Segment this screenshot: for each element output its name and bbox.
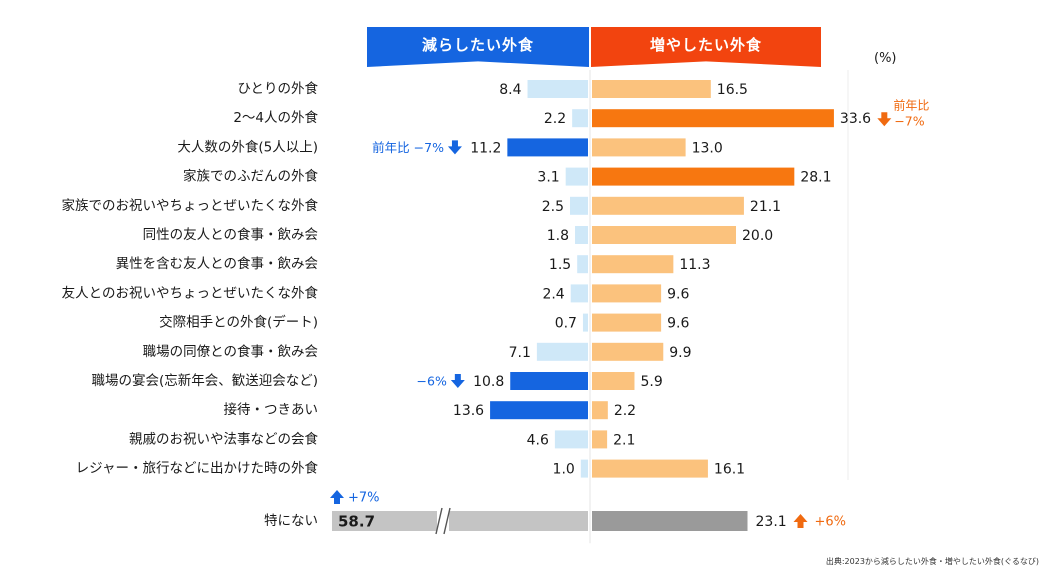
increase-value-label: 21.1 <box>750 199 781 215</box>
down-arrow-icon <box>877 112 892 127</box>
none-increase-change: +6% <box>815 515 847 530</box>
decrease-value-label: 11.2 <box>470 140 501 156</box>
decrease-bar <box>580 459 588 478</box>
up-arrow-icon <box>793 514 808 528</box>
category-label: 職場の同僚との食事・飲み会 <box>143 343 318 360</box>
increase-value-label: 16.5 <box>717 82 748 98</box>
decrease-value-label: 10.8 <box>473 374 504 390</box>
category-label: 2～4人の外食 <box>233 109 318 126</box>
decrease-value-label: 1.5 <box>549 257 571 273</box>
decrease-value-label: 3.1 <box>537 170 559 186</box>
category-label: 大人数の外食(5人以上) <box>177 138 318 155</box>
category-label: 異性を含む友人との食事・飲み会 <box>116 255 318 272</box>
decrease-bar <box>570 284 588 303</box>
up-arrow-icon <box>330 490 344 504</box>
increase-bar <box>592 401 608 420</box>
category-label: 同性の友人との食事・飲み会 <box>143 226 318 243</box>
increase-bar <box>592 80 711 98</box>
increase-value-label: 20.0 <box>742 228 773 244</box>
decrease-bar <box>507 138 588 157</box>
none-increase-bar <box>592 511 748 531</box>
decrease-bar <box>570 196 588 215</box>
none-decrease-bar <box>332 511 588 531</box>
category-label: 友人とのお祝いやちょっとぜいたくな外食 <box>62 284 319 301</box>
none-decrease-change: +7% <box>348 491 380 506</box>
decrease-value-label: 1.8 <box>547 228 569 244</box>
category-label: 特にない <box>264 513 318 529</box>
decrease-bar <box>510 372 588 390</box>
axis-break-mark <box>443 507 451 535</box>
decrease-bar <box>565 167 588 186</box>
change-annotation: −6% <box>417 374 447 389</box>
increase-bar <box>592 226 736 244</box>
down-arrow-icon <box>450 374 465 388</box>
increase-value-label: 2.2 <box>614 403 636 419</box>
decrease-value-label: 2.4 <box>542 286 564 302</box>
increase-bar <box>592 196 744 215</box>
change-annotation-title: 前年比 <box>893 98 929 113</box>
increase-bar <box>592 138 686 157</box>
decrease-bar <box>527 80 588 98</box>
increase-bar <box>592 372 635 390</box>
decrease-value-label: 13.6 <box>453 403 484 419</box>
unit-label: (%) <box>874 51 897 66</box>
decrease-bar <box>575 226 588 244</box>
increase-value-label: 33.6 <box>840 111 871 127</box>
decrease-bar <box>582 313 588 332</box>
category-label: 職場の宴会(忘新年会、歓送迎会など) <box>91 372 318 389</box>
axis-break-mark <box>435 507 443 535</box>
increase-bar <box>592 342 664 361</box>
change-annotation: 前年比 −7% <box>372 140 444 155</box>
change-annotation: −7% <box>894 114 924 129</box>
category-label: レジャー・旅行などに出かけた時の外食 <box>76 460 319 477</box>
category-label: 家族でのふだんの外食 <box>183 168 318 185</box>
category-label: 接待・つきあい <box>224 401 319 418</box>
decrease-value-label: 2.2 <box>544 111 566 127</box>
decrease-header: 減らしたい外食 <box>367 27 589 67</box>
increase-bar <box>592 167 795 186</box>
down-arrow-icon <box>447 140 462 155</box>
increase-value-label: 9.6 <box>667 286 689 302</box>
increase-value-label: 9.9 <box>669 345 691 361</box>
decrease-bar <box>554 430 588 449</box>
increase-value-label: 2.1 <box>613 432 635 448</box>
decrease-bar <box>490 401 588 420</box>
increase-bar <box>592 255 674 274</box>
decrease-bar <box>572 109 588 128</box>
increase-value-label: 11.3 <box>679 257 710 273</box>
increase-header: 増やしたい外食 <box>591 27 821 67</box>
category-label: 交際相手との外食(デート) <box>159 314 318 331</box>
increase-bar <box>592 459 708 478</box>
decrease-value-label: 8.4 <box>499 82 521 98</box>
increase-value-label: 13.0 <box>692 140 723 156</box>
decrease-value-label: 0.7 <box>555 316 577 332</box>
decrease-value-label: 7.1 <box>509 345 531 361</box>
none-increase-value-label: 23.1 <box>756 514 787 530</box>
increase-bar <box>592 430 608 449</box>
increase-value-label: 9.6 <box>667 316 689 332</box>
increase-bar <box>592 313 662 332</box>
decrease-header-label: 減らしたい外食 <box>421 35 534 54</box>
decrease-bar <box>536 342 588 361</box>
increase-value-label: 28.1 <box>800 170 831 186</box>
decrease-value-label: 1.0 <box>553 462 575 478</box>
none-decrease-value-label: 58.7 <box>338 513 375 531</box>
increase-bar <box>592 284 662 303</box>
decrease-value-label: 4.6 <box>527 432 549 448</box>
increase-header-label: 増やしたい外食 <box>649 35 762 54</box>
increase-value-label: 16.1 <box>714 462 745 478</box>
category-label: ひとりの外食 <box>237 80 318 97</box>
increase-bar <box>592 109 834 128</box>
category-label: 親戚のお祝いや法事などの会食 <box>129 430 318 447</box>
category-label: 家族でのお祝いやちょっとぜいたくな外食 <box>62 197 319 214</box>
decrease-bar <box>577 255 588 274</box>
source-note: 出典:2023から減らしたい外食・増やしたい外食(ぐるなび) <box>825 557 1039 566</box>
increase-value-label: 5.9 <box>640 374 662 390</box>
decrease-value-label: 2.5 <box>542 199 564 215</box>
